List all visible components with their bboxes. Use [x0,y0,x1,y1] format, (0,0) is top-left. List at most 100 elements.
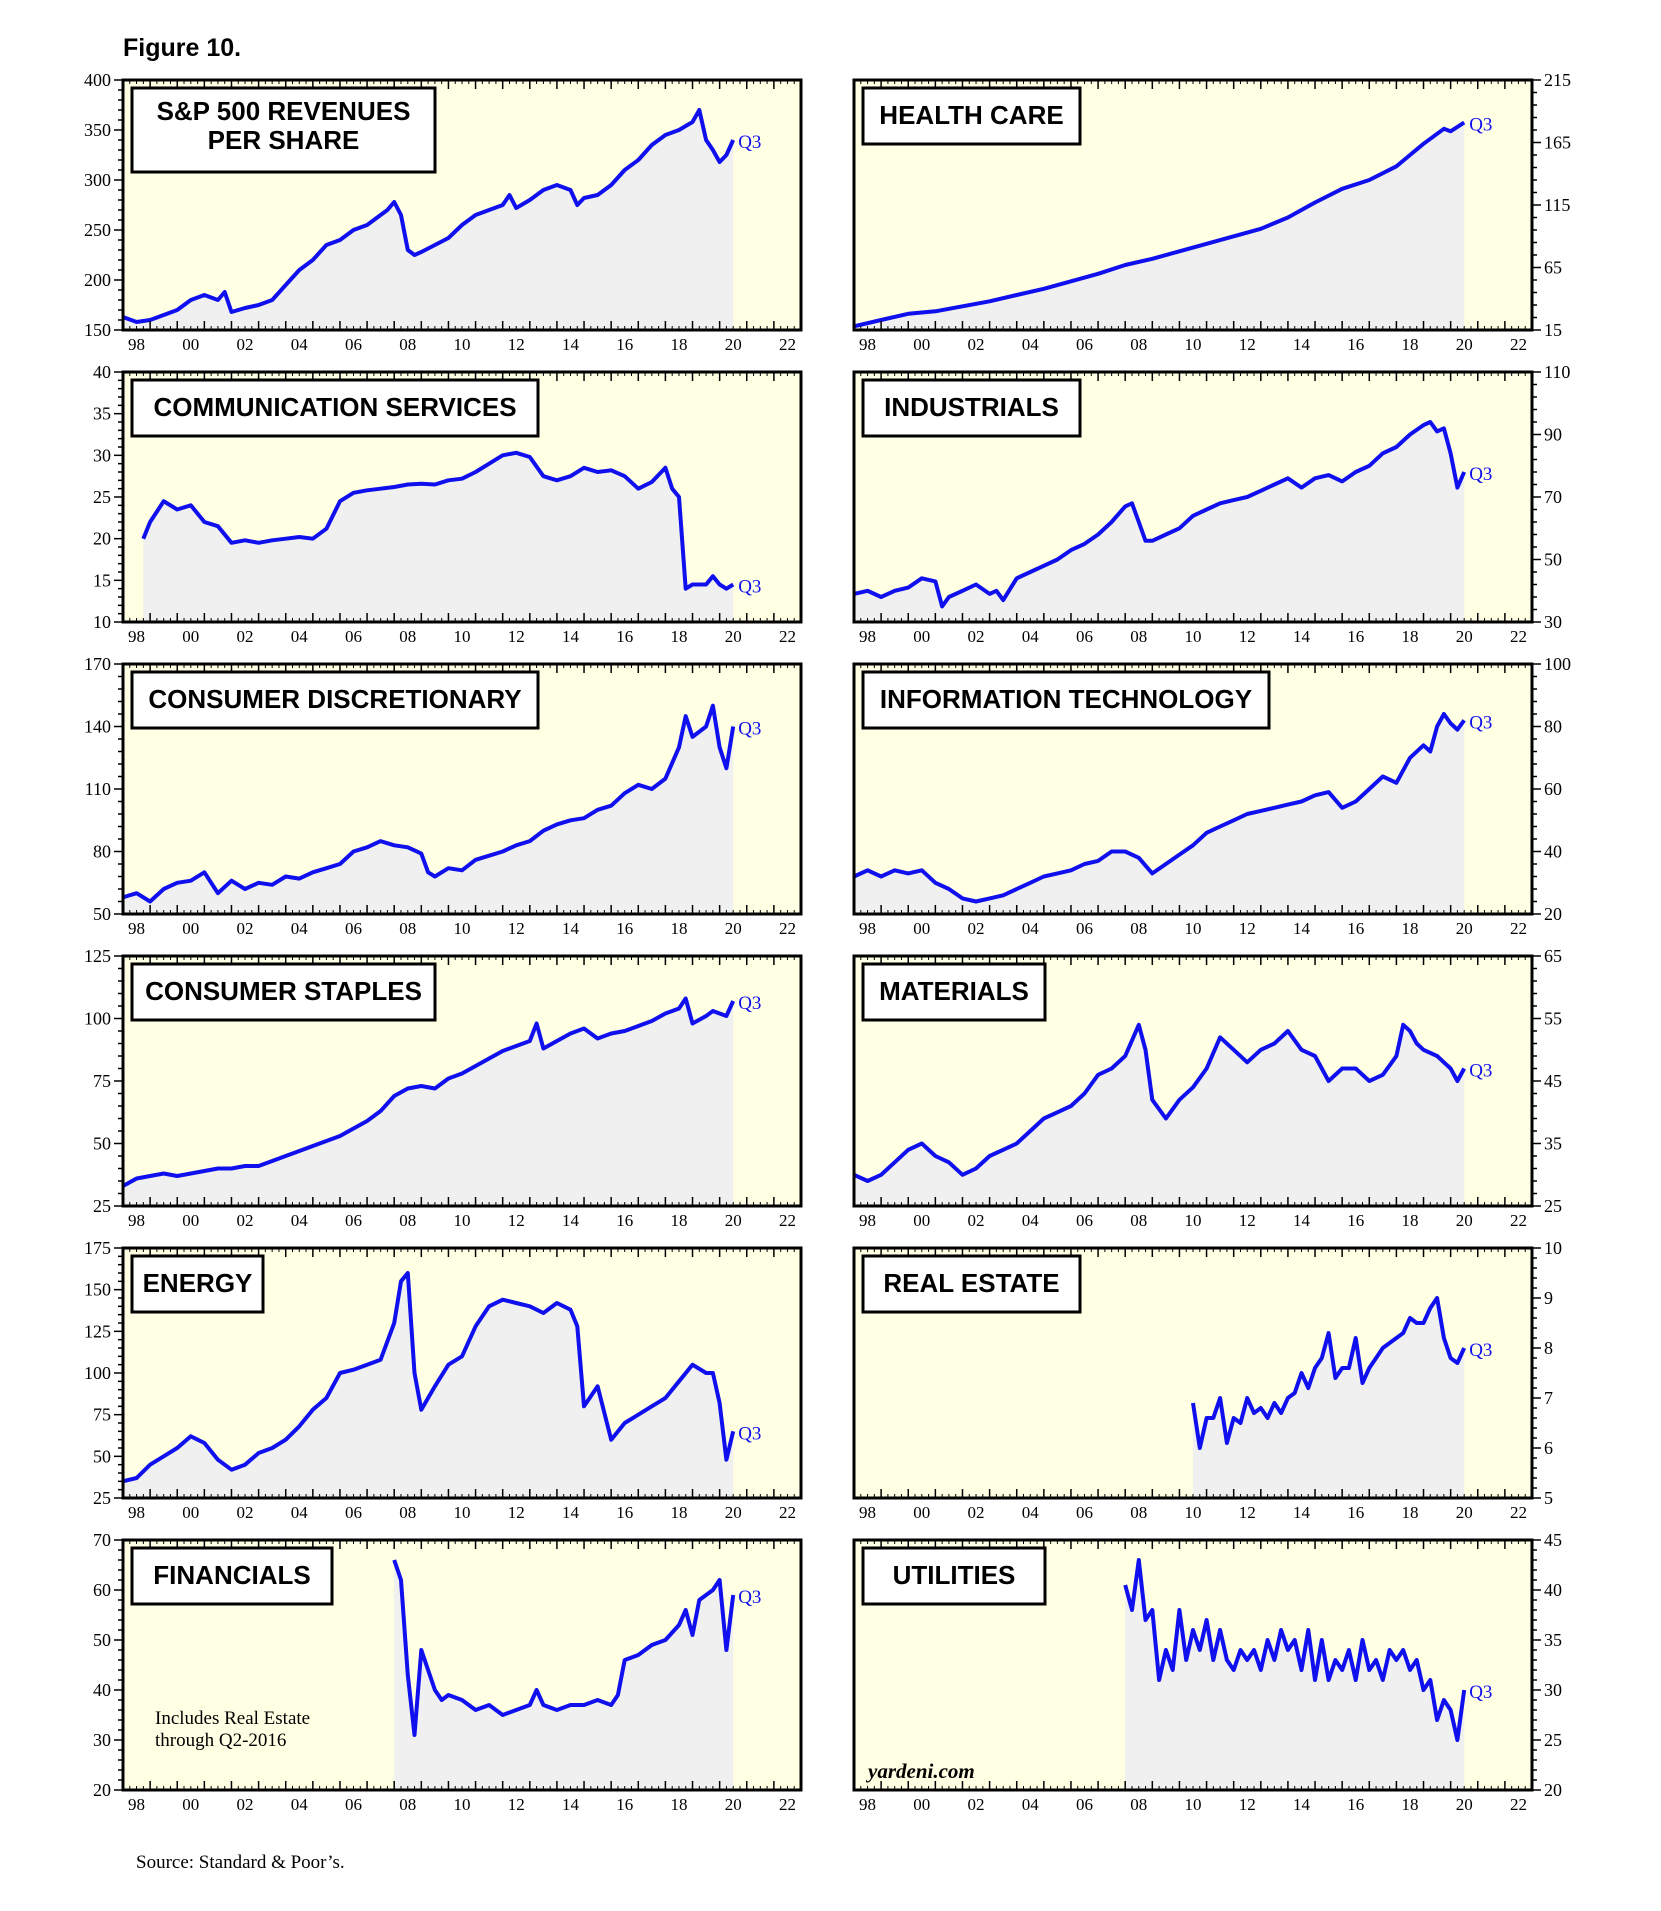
x-tick-label: 06 [1076,335,1093,354]
x-tick-label: 14 [1293,1795,1311,1814]
y-tick-label: 20 [1544,1780,1562,1800]
y-tick-label: 55 [1544,1009,1562,1029]
area-fill [1125,1560,1465,1790]
x-tick-label: 18 [670,1503,687,1522]
x-tick-label: 22 [779,1795,796,1814]
x-tick-label: 16 [616,335,633,354]
y-tick-label: 60 [93,1580,111,1600]
x-tick-label: 04 [1022,335,1040,354]
y-tick-label: 45 [1544,1071,1562,1091]
series-end-label: Q3 [1469,464,1492,485]
area-fill [854,1024,1465,1206]
y-tick-label: 8 [1544,1338,1553,1358]
y-tick-label: 40 [93,362,111,382]
x-tick-label: 20 [725,1211,742,1230]
chart-title: S&P 500 REVENUES [157,96,411,126]
title-box [861,378,1082,438]
area-fill [854,122,1465,330]
source-note: Source: Standard & Poor’s. [136,1852,345,1873]
chart-title: COMMUNICATION SERVICES [153,392,516,422]
x-tick-label: 06 [345,1795,362,1814]
y-tick-label: 215 [1544,70,1571,90]
x-tick-label: 20 [725,627,742,646]
chart-title: INFORMATION TECHNOLOGY [880,684,1252,714]
x-tick-label: 98 [128,919,145,938]
x-tick-label: 00 [182,919,199,938]
y-tick-label: 400 [84,70,111,90]
x-tick-label: 10 [1185,335,1202,354]
series-end-label: Q3 [1469,712,1492,733]
chart-consumer-staples: 25 50 75 100 125 98 00 02 04 06 08 10 12 14 16 18 20 22 Q3… [84,946,803,1230]
title-box [130,1254,265,1314]
y-tick-label: 150 [84,320,111,340]
area-fill [854,422,1465,622]
y-tick-label: 150 [84,1280,111,1300]
x-tick-label: 16 [1347,335,1364,354]
x-tick-label: 14 [1293,627,1311,646]
chart-title: HEALTH CARE [879,100,1063,130]
x-tick-label: 00 [913,1211,930,1230]
y-tick-label: 80 [1544,717,1562,737]
x-tick-label: 02 [237,627,254,646]
x-tick-label: 98 [128,335,145,354]
x-tick-label: 20 [1456,627,1473,646]
y-tick-label: 25 [1544,1730,1562,1750]
chart-title: REAL ESTATE [883,1268,1059,1298]
x-tick-label: 02 [237,1503,254,1522]
y-tick-label: 125 [84,1321,111,1341]
x-tick-label: 22 [1510,627,1527,646]
y-tick-label: 50 [93,1134,111,1154]
x-tick-label: 22 [779,1503,796,1522]
x-tick-label: 14 [562,1503,580,1522]
x-tick-label: 00 [913,1795,930,1814]
area-fill [123,998,734,1206]
x-tick-label: 98 [128,1795,145,1814]
area-fill [123,110,734,330]
x-tick-label: 18 [1401,335,1418,354]
title-box [861,1546,1047,1606]
chart-title: ENERGY [143,1268,253,1298]
area-fill [143,452,734,622]
y-tick-label: 40 [1544,1580,1562,1600]
x-tick-label: 18 [670,627,687,646]
x-tick-label: 02 [237,1795,254,1814]
series-line [122,1271,736,1484]
x-tick-label: 18 [670,335,687,354]
y-tick-label: 175 [84,1238,111,1258]
x-tick-label: 12 [508,627,525,646]
x-tick-label: 04 [1022,1795,1040,1814]
x-tick-label: 98 [859,1211,876,1230]
x-tick-label: 98 [859,1503,876,1522]
x-tick-label: 12 [508,335,525,354]
chart-materials: 25 35 45 55 65 98 00 02 04 06 08 10 12 14 16 18 20 22 Q3 MA… [852,946,1562,1230]
x-tick-label: 16 [616,1795,633,1814]
chart-note: Includes Real Estate [155,1708,310,1729]
x-tick-label: 04 [291,1795,309,1814]
x-tick-label: 22 [1510,335,1527,354]
x-tick-label: 02 [237,335,254,354]
y-tick-label: 65 [1544,258,1562,278]
x-tick-label: 20 [1456,1211,1473,1230]
x-tick-label: 04 [1022,1503,1040,1522]
y-tick-label: 30 [93,445,111,465]
y-tick-label: 35 [1544,1630,1562,1650]
x-tick-label: 06 [1076,1795,1093,1814]
series-line [853,712,1466,904]
y-tick-label: 115 [1544,195,1570,215]
y-tick-label: 20 [93,1780,111,1800]
series-end-label: Q3 [1469,1340,1492,1361]
y-tick-label: 7 [1544,1388,1553,1408]
y-tick-label: 75 [93,1071,111,1091]
x-tick-label: 98 [859,919,876,938]
y-tick-label: 25 [93,1488,111,1508]
series-line [122,996,736,1188]
x-tick-label: 10 [1185,1211,1202,1230]
x-tick-label: 02 [237,919,254,938]
y-tick-label: 300 [84,170,111,190]
x-tick-label: 00 [182,627,199,646]
chart-title: CONSUMER STAPLES [145,976,422,1006]
x-tick-label: 20 [725,919,742,938]
y-tick-label: 170 [84,654,111,674]
area-fill [1193,1298,1465,1498]
y-tick-label: 40 [1544,842,1562,862]
